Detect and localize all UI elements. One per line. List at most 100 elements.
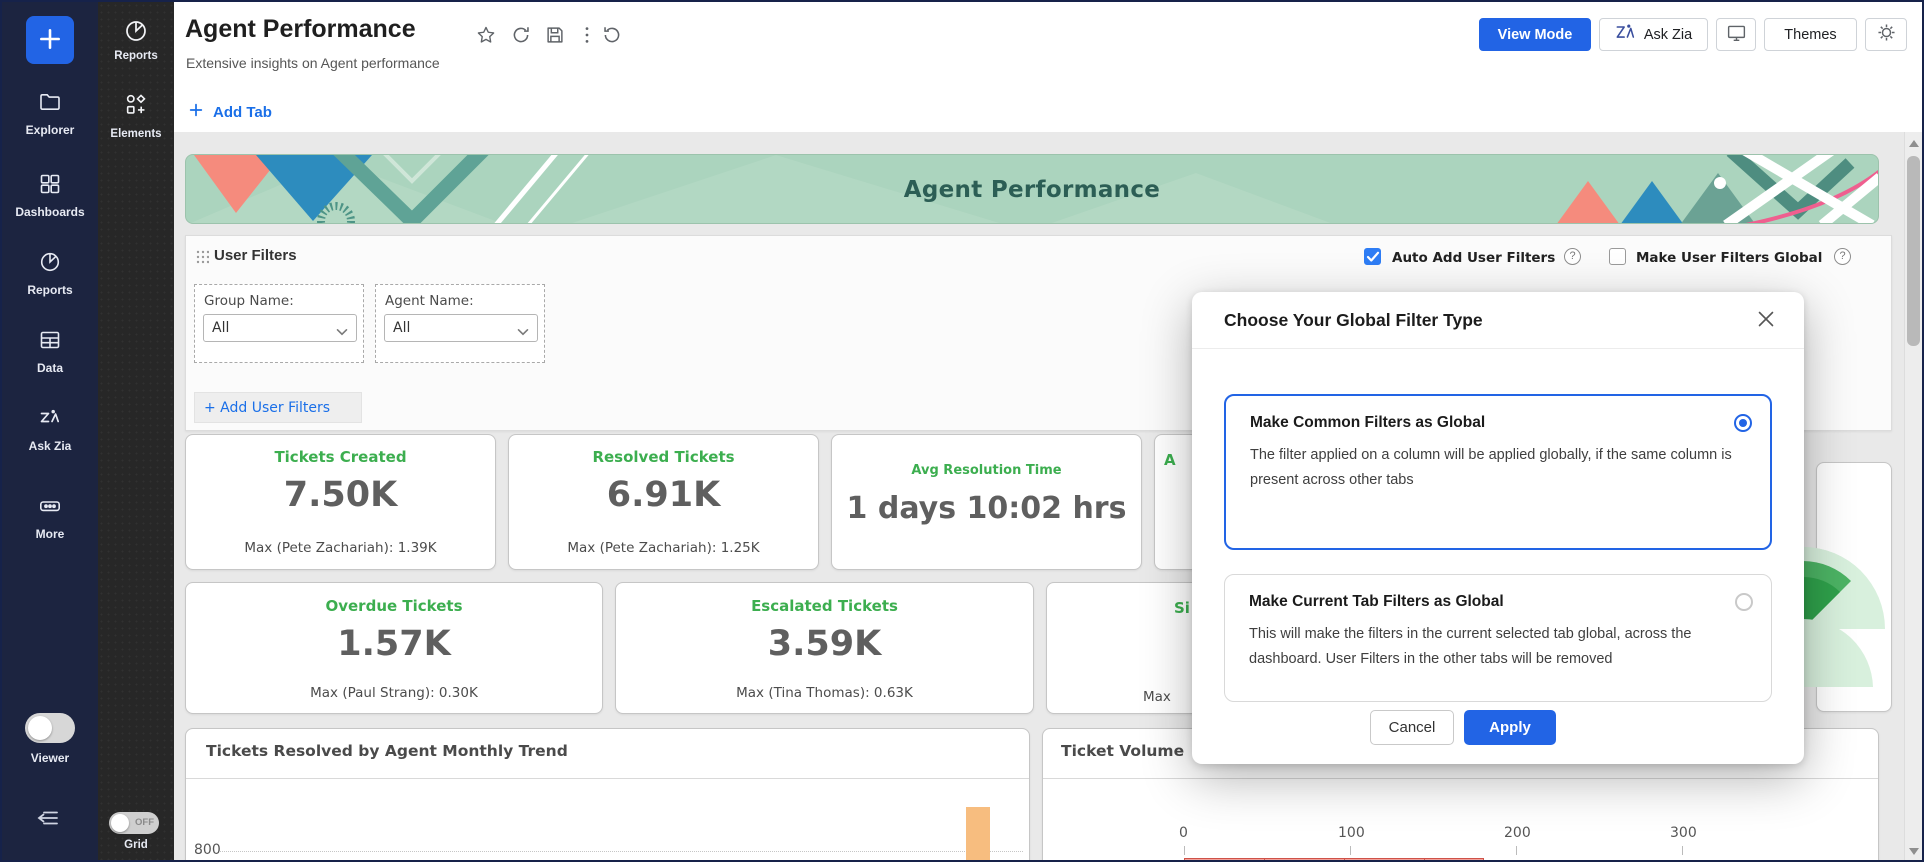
sidebar-item-label: Reports [27,283,73,297]
user-filters-heading: User Filters [214,247,297,264]
banner-widget[interactable]: Agent Performance [185,154,1879,224]
kpi-card-tickets-created[interactable]: Tickets Created 7.50K Max (Pete Zacharia… [185,434,496,570]
grid-toggle-label: Grid [124,839,148,851]
global-filter-type-modal: Choose Your Global Filter Type Make Comm… [1192,292,1804,764]
kebab-icon [576,27,598,49]
save-button[interactable] [543,24,567,48]
kpi-value: 1.57K [337,624,451,664]
ask-zia-label: Ask Zia [1643,26,1693,43]
bar-segment [1184,858,1484,860]
monitor-icon [1726,23,1747,47]
apply-button[interactable]: Apply [1464,710,1556,745]
close-icon [1756,311,1776,332]
scrollbar-thumb[interactable] [1907,156,1920,346]
auto-add-user-filters-label: Auto Add User Filters [1392,250,1556,266]
add-tab-button[interactable]: Add Tab [188,102,272,122]
undo-icon [601,27,623,49]
more-options-button[interactable] [575,24,599,48]
page-title: Agent Performance [185,15,416,43]
sidebar-item-label: More [35,527,65,541]
kpi-title-truncated: A [1164,451,1176,469]
viewer-toggle-knob [28,716,52,740]
make-user-filters-global-checkbox[interactable] [1609,248,1626,265]
favorite-button[interactable] [474,24,498,48]
option-description: This will make the filters in the curren… [1249,626,1692,667]
themes-button[interactable]: Themes [1764,18,1857,51]
kpi-title: Tickets Created [274,448,407,466]
presentation-button[interactable] [1716,18,1756,51]
kpi-max: Max (Pete Zachariah): 1.39K [244,540,437,556]
folder-icon [38,90,62,114]
close-button[interactable] [1754,308,1778,332]
kpi-max: Max (Paul Strang): 0.30K [310,685,478,701]
x-axis-tick: 200 [1504,825,1531,841]
create-new-button[interactable] [26,16,74,64]
filter-label: Agent Name: [385,293,474,309]
help-icon[interactable]: ? [1564,248,1581,265]
kpi-card-resolved-tickets[interactable]: Resolved Tickets 6.91K Max (Pete Zachari… [508,434,819,570]
radio-unselected[interactable] [1735,593,1753,611]
group-name-select[interactable]: All [203,314,357,342]
scroll-up-arrow[interactable] [1909,140,1919,147]
kpi-title: Escalated Tickets [751,597,898,615]
x-axis-tick: 300 [1670,825,1697,841]
panel-item-label: Reports [114,50,158,62]
view-mode-button[interactable]: View Mode [1479,18,1591,51]
option-current-tab-filters-global[interactable]: Make Current Tab Filters as Global This … [1224,574,1772,702]
kpi-card-escalated-tickets[interactable]: Escalated Tickets 3.59K Max (Tina Thomas… [615,582,1034,714]
help-icon[interactable]: ? [1834,248,1851,265]
option-common-filters-global[interactable]: Make Common Filters as Global The filter… [1224,394,1772,550]
select-value: All [393,320,411,336]
kpi-max: Max (Tina Thomas): 0.63K [736,685,913,701]
settings-button[interactable] [1865,18,1907,51]
cancel-button[interactable]: Cancel [1370,710,1454,745]
collapse-icon [34,811,62,833]
kpi-card-avg-resolution-time[interactable]: Avg Resolution Time 1 days 10:02 hrs [831,434,1142,570]
scroll-down-arrow[interactable] [1909,848,1919,855]
chart-title: Ticket Volume [1061,742,1185,760]
add-tab-label: Add Tab [213,103,272,121]
kpi-card-overdue-tickets[interactable]: Overdue Tickets 1.57K Max (Paul Strang):… [185,582,603,714]
agent-name-select[interactable]: All [384,314,538,342]
divider [1192,348,1804,349]
grid-toggle[interactable]: OFF [109,812,159,834]
pie-chart-fragment [1803,547,1885,687]
plus-icon [37,26,63,55]
ask-zia-button[interactable]: Ask Zia [1599,18,1708,51]
grid-toggle-knob [111,814,129,832]
sidebar-item-label: Dashboards [15,205,85,219]
option-label: Make Common Filters as Global [1250,414,1486,431]
sidebar-item-label: Data [36,361,63,375]
chart-tickets-resolved-trend[interactable]: Tickets Resolved by Agent Monthly Trend … [185,728,1030,860]
add-user-filters-button[interactable]: + Add User Filters [194,392,362,423]
radio-selected[interactable] [1734,414,1752,432]
select-value: All [212,320,230,336]
refresh-button[interactable] [509,24,533,48]
drag-handle-icon[interactable] [195,249,210,270]
tick-mark [1682,846,1683,855]
kpi-value: 1 days 10:02 hrs [846,491,1127,526]
add-user-filters-label: + Add User Filters [204,399,331,416]
bar-divider [1424,858,1425,860]
y-axis-tick: 800 [194,842,221,858]
primary-sidebar: Explorer Dashboards Reports Data Ask Zia [2,2,98,860]
divider [186,778,1029,779]
more-icon [38,494,62,518]
viewer-toggle[interactable] [25,713,75,743]
view-mode-label: View Mode [1497,26,1573,43]
banner-title: Agent Performance [903,177,1161,203]
bar-divider [1264,858,1265,860]
save-icon [544,27,566,49]
pie-widget-partial[interactable] [1803,462,1892,712]
collapse-sidebar-button[interactable] [34,806,62,833]
undo-button[interactable] [600,24,624,48]
kpi-title: Resolved Tickets [592,448,735,466]
grid-toggle-state: OFF [135,817,154,828]
pie-icon [123,18,147,42]
kpi-max-truncated: Max [1143,689,1171,705]
auto-add-user-filters-checkbox[interactable] [1364,248,1381,265]
refresh-icon [510,27,532,49]
zia-icon [38,406,62,430]
sidebar-item-label: Explorer [25,123,75,137]
